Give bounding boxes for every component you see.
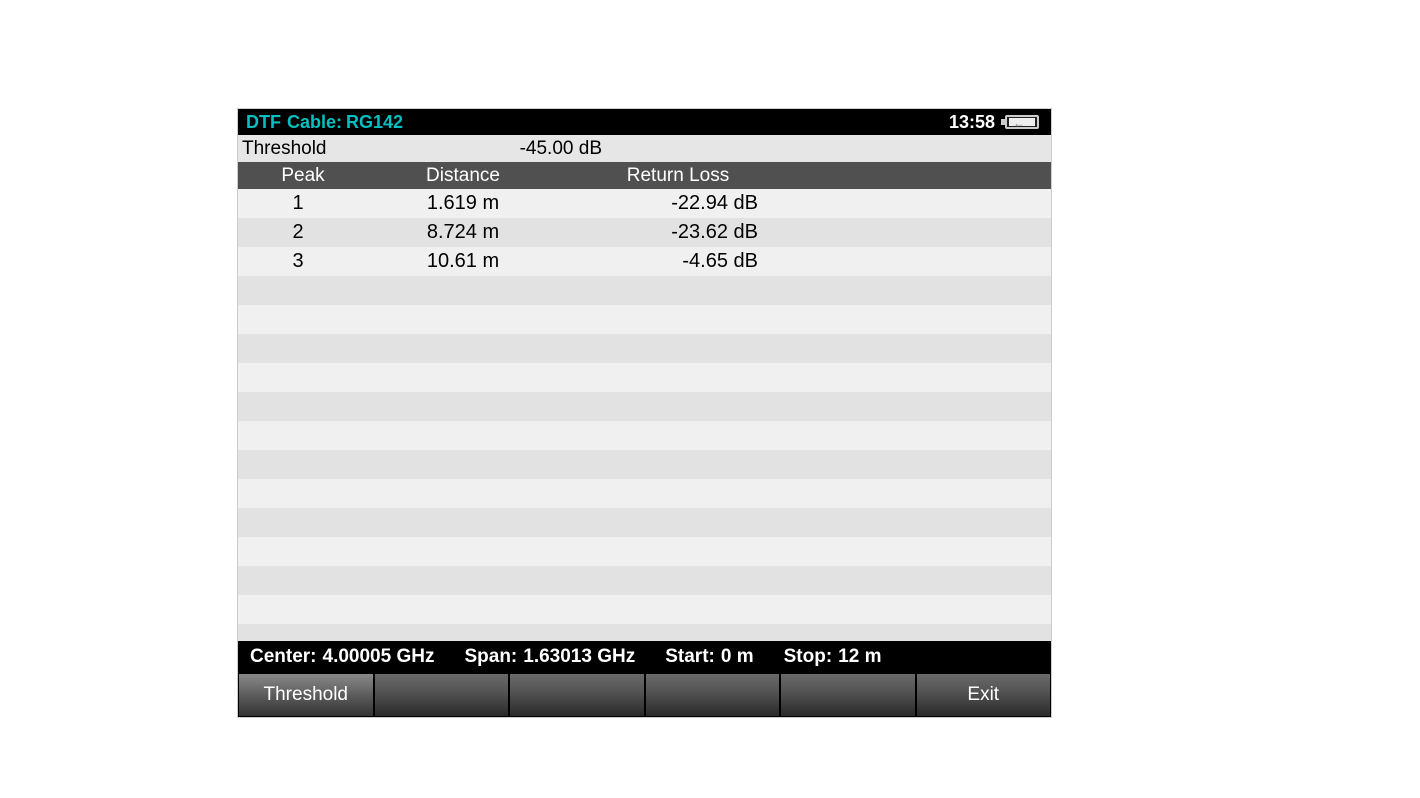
title-bar: DTF Cable: RG142 13:58 ← [238,109,1051,135]
cable-value: RG142 [346,112,403,133]
start-value: 0 m [721,646,754,668]
softkey-4[interactable] [645,673,781,717]
empty-row [238,421,1051,450]
cell-peak: 3 [238,250,358,273]
softkey-2[interactable] [374,673,510,717]
empty-row [238,334,1051,363]
empty-row [238,508,1051,537]
empty-row [238,363,1051,392]
column-header-return-loss: Return Loss [568,165,788,187]
table-row: 11.619 m-22.94 dB [238,189,1051,218]
softkey-3[interactable] [509,673,645,717]
cell-return-loss: -4.65 dB [568,250,788,273]
softkey-threshold[interactable]: Threshold [238,673,374,717]
threshold-row: Threshold -45.00 dB [238,135,1051,162]
status-center: Center: 4.00005 GHz [250,646,434,668]
status-bar: Center: 4.00005 GHz Span: 1.63013 GHz St… [238,641,1051,673]
column-header-distance: Distance [358,165,568,187]
empty-row [238,566,1051,595]
start-label: Start: [665,646,715,668]
empty-row [238,595,1051,624]
stop-label: Stop: [784,646,833,668]
span-value: 1.63013 GHz [523,646,635,668]
softkey-bar: Threshold Exit [238,673,1051,717]
cable-label: Cable: [287,112,342,133]
clock-time: 13:58 [949,112,995,133]
status-span: Span: 1.63013 GHz [464,646,635,668]
empty-row [238,450,1051,479]
cell-distance: 10.61 m [358,250,568,273]
empty-row [238,624,1051,641]
table-header: Peak Distance Return Loss [238,162,1051,189]
column-header-peak: Peak [238,165,358,187]
empty-row [238,276,1051,305]
center-value: 4.00005 GHz [323,646,435,668]
center-label: Center: [250,646,317,668]
mode-label: DTF [246,112,281,133]
softkey-5[interactable] [780,673,916,717]
cell-distance: 8.724 m [358,221,568,244]
status-start: Start: 0 m [665,646,753,668]
threshold-label: Threshold [242,138,442,160]
cell-return-loss: -22.94 dB [568,192,788,215]
cell-distance: 1.619 m [358,192,568,215]
cell-peak: 1 [238,192,358,215]
threshold-value: -45.00 dB [442,138,602,160]
battery-charging-icon: ← [1001,113,1043,131]
empty-row [238,537,1051,566]
table-row: 310.61 m-4.65 dB [238,247,1051,276]
empty-row [238,479,1051,508]
table-body: 11.619 m-22.94 dB28.724 m-23.62 dB310.61… [238,189,1051,641]
stop-value: 12 m [838,646,881,668]
status-stop: Stop: 12 m [784,646,882,668]
cell-peak: 2 [238,221,358,244]
softkey-exit[interactable]: Exit [916,673,1052,717]
instrument-screen: DTF Cable: RG142 13:58 ← Threshold -45.0… [237,108,1052,718]
table-row: 28.724 m-23.62 dB [238,218,1051,247]
empty-row [238,392,1051,421]
span-label: Span: [464,646,517,668]
empty-row [238,305,1051,334]
cell-return-loss: -23.62 dB [568,221,788,244]
